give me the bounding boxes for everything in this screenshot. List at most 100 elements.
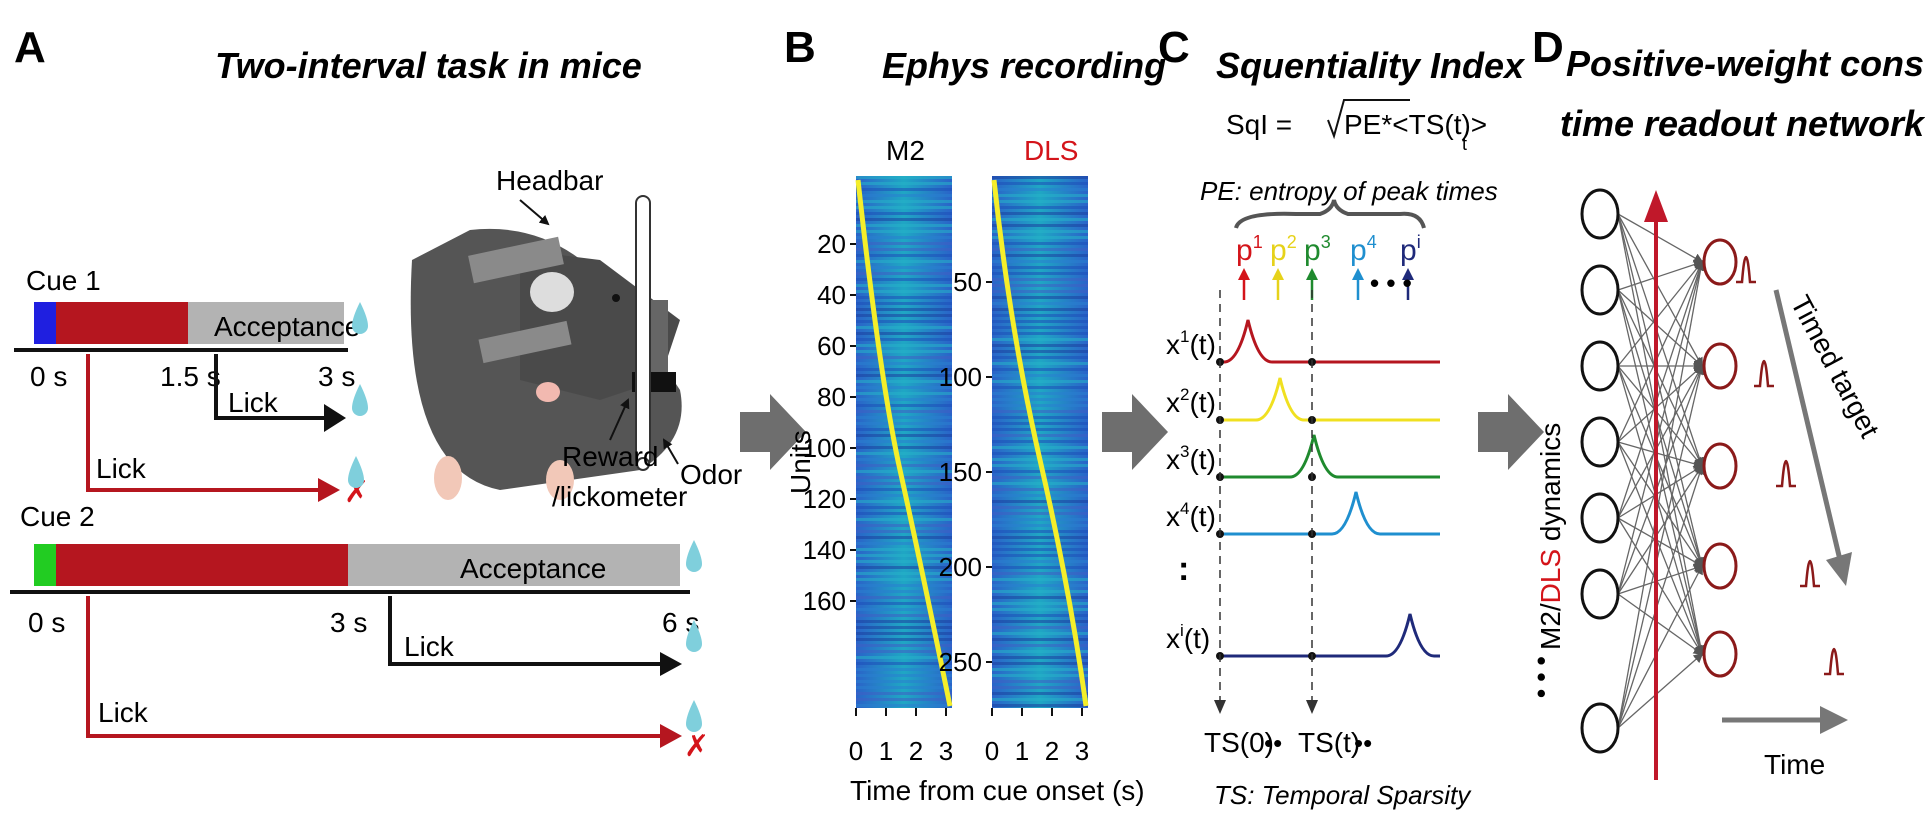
peak-label-base: p <box>1350 234 1367 267</box>
formula-left: SqI = <box>1226 109 1292 140</box>
m2-y-tick-label: 120 <box>803 484 846 514</box>
heatmap-row <box>992 218 1088 221</box>
heatmap-row <box>992 182 1088 185</box>
network-edge <box>1617 364 1703 519</box>
heatmap-row <box>856 218 952 221</box>
lick3-arrow <box>388 596 672 666</box>
mouse-foot <box>434 456 462 500</box>
heatmap-row <box>992 512 1088 515</box>
heatmap-row <box>992 248 1088 251</box>
dls-y-tick-label: 100 <box>939 362 982 392</box>
x-tick-label: 0 <box>849 736 863 766</box>
m2-y-tick-label: 140 <box>803 535 846 565</box>
mouse-paw <box>536 382 560 402</box>
lick4-arrow <box>86 596 672 738</box>
pe-text: PE: entropy of peak times <box>1200 176 1498 206</box>
heatmap-row <box>856 392 952 395</box>
readout-node <box>1702 342 1738 390</box>
heatmap-row <box>992 440 1088 443</box>
trace-label-tail: (t) <box>1189 329 1215 360</box>
heatmap-row <box>856 422 952 425</box>
trace-label: x4(t) <box>1166 499 1216 532</box>
flow-arrow-icon <box>1478 394 1544 470</box>
network-edge <box>1617 564 1703 729</box>
dls-label: DLS <box>1024 135 1078 166</box>
network-edge <box>1617 652 1704 729</box>
heatmap-row <box>856 548 952 551</box>
heatmap-row <box>992 332 1088 335</box>
heatmap-row <box>992 422 1088 425</box>
heatmap-row <box>992 212 1088 215</box>
network-edge <box>1617 464 1704 595</box>
heatmap-row <box>992 542 1088 545</box>
drop-icon <box>352 302 368 334</box>
heatmap-row <box>856 290 952 293</box>
trace-line <box>1220 434 1440 479</box>
heatmap-row <box>856 416 952 419</box>
network-edge <box>1617 260 1706 729</box>
heatmap-row <box>992 614 1088 617</box>
x-tick-label: 3 <box>1075 736 1089 766</box>
input-node <box>1580 492 1620 544</box>
heatmap-row <box>992 308 1088 311</box>
heatmap-row <box>856 542 952 545</box>
lickometer-label: /lickometer <box>552 481 687 512</box>
formula-subscript: t <box>1462 134 1467 154</box>
heatmap-row <box>992 488 1088 491</box>
target-pulse <box>1754 360 1774 388</box>
lick2-arrowhead <box>318 478 340 502</box>
heatmap-row <box>992 584 1088 587</box>
headbar-icon <box>468 236 564 284</box>
heatmap-row <box>856 188 952 191</box>
time-axis-label: Time from cue onset (s) <box>850 775 1145 806</box>
heatmap-row <box>856 380 952 383</box>
heatmap-row <box>856 500 952 503</box>
network-edge <box>1617 365 1704 468</box>
heatmap-row <box>856 284 952 287</box>
m2-y-tick-label: 60 <box>817 331 846 361</box>
heatmap-row <box>856 614 952 617</box>
heatmap-row <box>992 632 1088 635</box>
lick2-label: Lick <box>96 453 147 484</box>
drop-icon <box>686 620 702 652</box>
heatmap-row <box>992 428 1088 431</box>
heatmap-row <box>856 278 952 281</box>
heatmap-row <box>856 308 952 311</box>
heatmap-row <box>992 386 1088 389</box>
trace-label-tail: (t) <box>1189 444 1215 475</box>
heatmap-row <box>856 356 952 359</box>
trace-label-base: x <box>1166 329 1180 360</box>
mouse-eye <box>612 294 620 302</box>
delay1-block <box>56 302 188 344</box>
heatmap-row <box>856 626 952 629</box>
heatmap-row <box>856 470 952 473</box>
peak-labels: p1 p2 p3 p4 pi <box>1236 232 1421 300</box>
heatmap-row <box>856 698 952 701</box>
trace-label-sup: 4 <box>1180 499 1189 518</box>
readout-node <box>1702 542 1738 590</box>
peak-label: pi <box>1400 232 1421 267</box>
network-edge <box>1617 563 1704 595</box>
peak-label-sup: 3 <box>1321 232 1331 252</box>
trace-line <box>1220 319 1440 364</box>
flow-arrow-icon <box>1102 394 1168 470</box>
dashed-arrowhead-0 <box>1214 700 1226 714</box>
dashed-arrowhead-t <box>1306 700 1318 714</box>
heatmap-row <box>856 176 952 179</box>
heatmap-row <box>856 326 952 329</box>
heatmap-row <box>992 446 1088 449</box>
tst-label: TS(t) <box>1298 727 1360 758</box>
heatmap-row <box>856 302 952 305</box>
headbar-lower-icon <box>478 320 572 364</box>
x-tick-label: 2 <box>909 736 923 766</box>
panel-d-title-line2: time readout network <box>1560 103 1925 144</box>
input-node <box>1580 568 1620 620</box>
cue1-block <box>34 302 56 344</box>
heatmap-row <box>856 512 952 515</box>
panel-c-letter: C <box>1158 23 1190 72</box>
heatmap-row <box>992 200 1088 203</box>
heatmap-row <box>992 518 1088 521</box>
m2-y-tick-label: 40 <box>817 280 846 310</box>
heatmap-row <box>856 506 952 509</box>
heatmap-row <box>856 410 952 413</box>
